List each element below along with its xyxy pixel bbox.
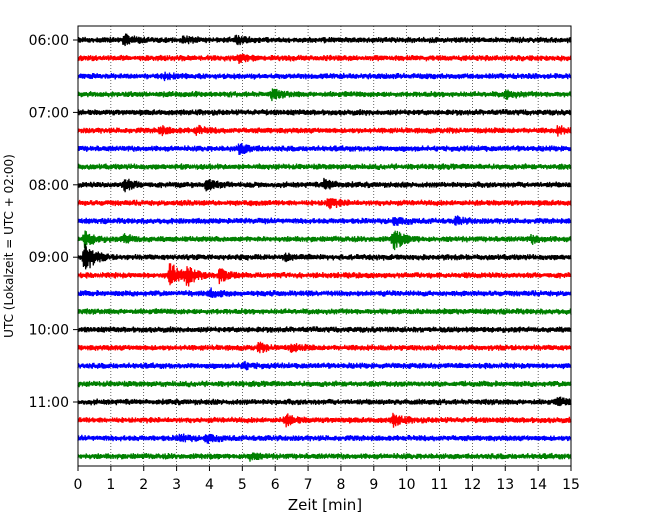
x-tick-label: 6 — [271, 477, 280, 493]
trace-line — [77, 163, 572, 171]
x-tick-label: 14 — [529, 477, 547, 493]
plot-frame — [77, 25, 572, 467]
y-axis-ticks: 06:00 07:00 08:00 09:00 10:00 11:00 — [29, 33, 78, 411]
y-tick-label: 09:00 — [29, 250, 69, 266]
y-tick-label: 07:00 — [29, 105, 69, 121]
x-tick-label: 13 — [496, 477, 514, 493]
trace-line — [77, 243, 572, 270]
x-tick-label: 12 — [463, 477, 481, 493]
x-tick-label: 1 — [106, 477, 115, 493]
trace-line — [77, 452, 572, 462]
trace-line — [77, 177, 572, 193]
trace-line — [77, 198, 572, 210]
seismogram-traces — [77, 33, 572, 462]
trace-line — [77, 230, 572, 251]
trace-line — [77, 143, 572, 155]
x-tick-label: 7 — [304, 477, 313, 493]
trace-line — [77, 396, 572, 407]
trace-line — [77, 360, 572, 371]
trace-line — [77, 33, 572, 47]
trace-line — [77, 108, 572, 116]
x-tick-label: 3 — [172, 477, 181, 493]
trace-line — [77, 71, 572, 82]
y-axis-label: UTC (Lokalzeit = UTC + 02:00) — [2, 154, 16, 338]
vertical-grid — [110, 26, 539, 466]
trace-line — [77, 380, 572, 388]
y-tick-label: 06:00 — [29, 33, 69, 49]
x-tick-label: 2 — [139, 477, 148, 493]
trace-line — [77, 215, 572, 226]
x-axis-ticks: 0 1 2 3 4 5 6 7 8 9 10 11 12 13 14 15 — [74, 466, 580, 493]
y-tick-label: 10:00 — [29, 323, 69, 339]
x-axis-label: Zeit [min] — [288, 496, 362, 514]
y-tick-label: 11:00 — [29, 395, 69, 411]
trace-line — [77, 341, 572, 354]
x-tick-label: 8 — [336, 477, 345, 493]
trace-line — [77, 124, 572, 137]
x-tick-label: 10 — [398, 477, 416, 493]
x-tick-label: 15 — [562, 477, 580, 493]
trace-line — [77, 308, 572, 316]
x-tick-label: 5 — [238, 477, 247, 493]
x-tick-label: 9 — [369, 477, 378, 493]
trace-line — [77, 263, 572, 287]
x-tick-label: 11 — [431, 477, 449, 493]
x-tick-label: 0 — [74, 477, 83, 493]
x-tick-label: 4 — [205, 477, 214, 493]
trace-line — [77, 412, 572, 428]
y-tick-label: 08:00 — [29, 178, 69, 194]
trace-line — [77, 88, 572, 102]
trace-line — [77, 287, 572, 299]
trace-line — [77, 53, 572, 64]
trace-line — [77, 433, 572, 444]
trace-line — [77, 326, 572, 334]
